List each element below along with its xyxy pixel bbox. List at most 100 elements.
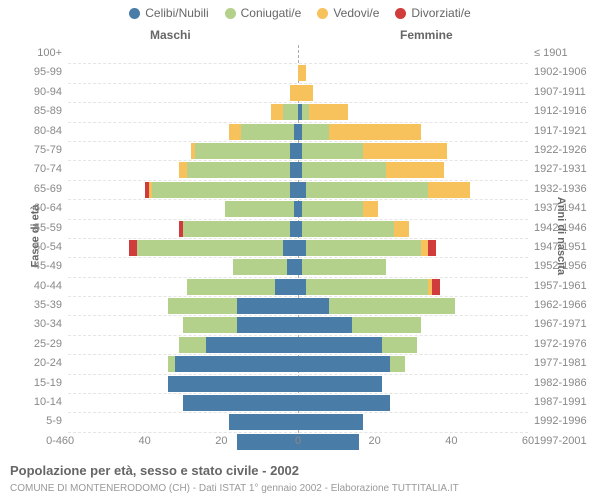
age-label: 85-89 (26, 105, 62, 117)
segment (309, 104, 347, 120)
age-label: 60-64 (26, 202, 62, 214)
x-tick: 20 (215, 435, 227, 447)
segment (183, 317, 237, 333)
year-label: 1987-1991 (534, 396, 590, 408)
year-label: 1912-1916 (534, 105, 590, 117)
segment (152, 182, 290, 198)
bar-female (298, 182, 470, 198)
segment (363, 201, 378, 217)
x-tick: 60 (522, 435, 534, 447)
year-label: 1977-1981 (534, 357, 590, 369)
segment (290, 221, 298, 237)
legend-dot (225, 8, 236, 19)
segment (287, 259, 299, 275)
pyramid-row: 80-841917-1921 (68, 123, 528, 142)
pyramid-row: 85-891912-1916 (68, 103, 528, 122)
bar-male (183, 395, 298, 411)
legend-item: Divorziati/e (395, 6, 470, 20)
legend-dot (129, 8, 140, 19)
year-label: 1992-1996 (534, 415, 590, 427)
segment (302, 143, 363, 159)
pyramid-row: 25-291972-1976 (68, 336, 528, 355)
age-label: 90-94 (26, 86, 62, 98)
bar-female (298, 201, 378, 217)
pyramid-row: 90-941907-1911 (68, 84, 528, 103)
segment (179, 162, 187, 178)
segment (187, 162, 291, 178)
bar-male (233, 259, 298, 275)
chart-subtitle: COMUNE DI MONTENERODOMO (CH) - Dati ISTA… (10, 483, 459, 494)
segment (421, 240, 429, 256)
segment (428, 240, 436, 256)
segment (290, 182, 298, 198)
pyramid-row: 10-141987-1991 (68, 394, 528, 413)
pyramid-row: 30-341967-1971 (68, 316, 528, 335)
age-label: 55-59 (26, 222, 62, 234)
segment (302, 259, 386, 275)
segment (290, 143, 298, 159)
legend-label: Coniugati/e (241, 6, 302, 20)
year-label: 1972-1976 (534, 338, 590, 350)
segment (179, 337, 206, 353)
segment (306, 240, 421, 256)
age-label: 80-84 (26, 125, 62, 137)
bar-female (298, 240, 436, 256)
x-axis-ticks: 6040200204060 (68, 435, 528, 451)
legend-label: Vedovi/e (333, 6, 379, 20)
bar-female (298, 104, 348, 120)
segment (428, 182, 470, 198)
chart-area: 100+≤ 190195-991902-190690-941907-191185… (68, 45, 528, 433)
pyramid-row: 100+≤ 1901 (68, 45, 528, 64)
bar-female (298, 376, 382, 392)
segment (168, 376, 298, 392)
pyramid-row: 40-441957-1961 (68, 278, 528, 297)
year-label: 1902-1906 (534, 66, 590, 78)
bar-male (168, 376, 298, 392)
bar-male (229, 414, 298, 430)
segment (229, 414, 298, 430)
segment (298, 317, 352, 333)
bar-female (298, 143, 447, 159)
pyramid-row: 70-741927-1931 (68, 161, 528, 180)
bar-female (298, 221, 409, 237)
age-label: 75-79 (26, 144, 62, 156)
pyramid-row: 75-791922-1926 (68, 142, 528, 161)
segment (229, 124, 241, 140)
segment (302, 201, 363, 217)
legend: Celibi/Nubili Coniugati/e Vedovi/e Divorzia… (0, 0, 600, 20)
pyramid-row: 5-91992-1996 (68, 413, 528, 432)
segment (183, 221, 290, 237)
bar-female (298, 298, 455, 314)
segment (432, 279, 440, 295)
legend-dot (395, 8, 406, 19)
legend-label: Divorziati/e (411, 6, 470, 20)
segment (298, 395, 390, 411)
age-label: 5-9 (26, 415, 62, 427)
segment (137, 240, 283, 256)
pyramid-row: 95-991902-1906 (68, 64, 528, 83)
year-label: 1927-1931 (534, 163, 590, 175)
rows-container: 100+≤ 190195-991902-190690-941907-191185… (68, 45, 528, 451)
age-label: 50-54 (26, 241, 62, 253)
chart-title: Popolazione per età, sesso e stato civil… (10, 463, 299, 478)
pyramid-row: 35-391962-1966 (68, 297, 528, 316)
x-tick: 40 (445, 435, 457, 447)
year-label: 1952-1956 (534, 260, 590, 272)
bar-female (298, 65, 306, 81)
segment (390, 356, 405, 372)
segment (183, 395, 298, 411)
pyramid-row: 55-591942-1946 (68, 220, 528, 239)
segment (233, 259, 287, 275)
age-label: 30-34 (26, 318, 62, 330)
age-label: 45-49 (26, 260, 62, 272)
bar-female (298, 395, 390, 411)
pyramid-row: 45-491952-1956 (68, 258, 528, 277)
bar-female (298, 414, 363, 430)
legend-item: Celibi/Nubili (129, 6, 208, 20)
legend-dot (317, 8, 328, 19)
segment (175, 356, 298, 372)
bar-male (191, 143, 298, 159)
segment (283, 240, 298, 256)
bar-male (179, 337, 298, 353)
segment (302, 162, 386, 178)
